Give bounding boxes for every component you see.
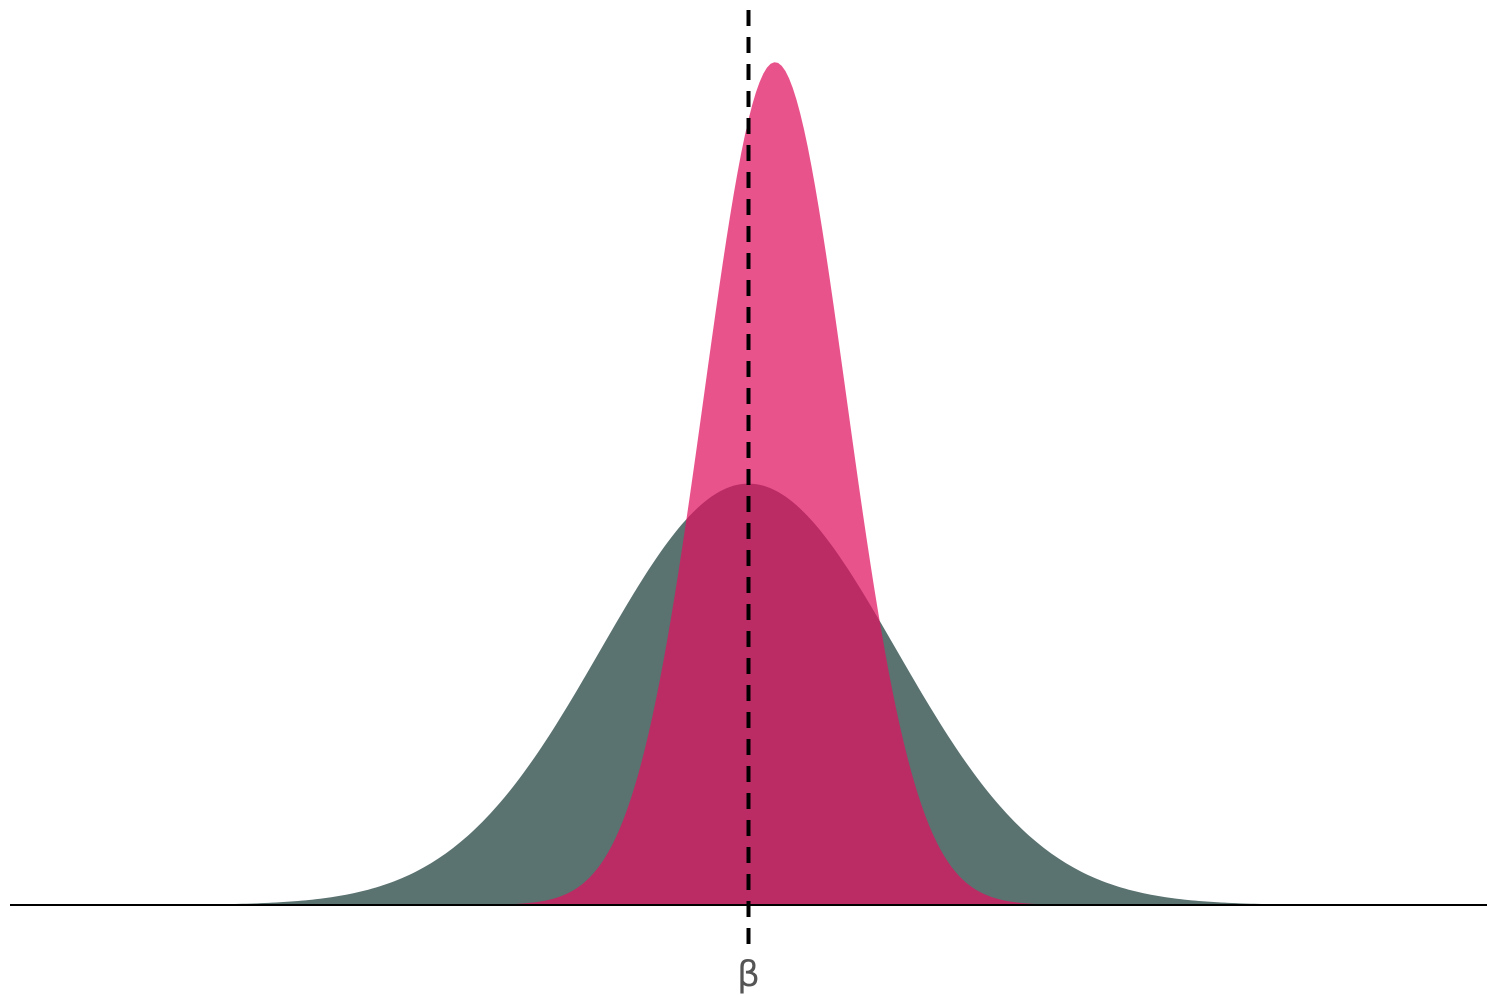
x-tick-label-beta: β: [737, 954, 760, 995]
